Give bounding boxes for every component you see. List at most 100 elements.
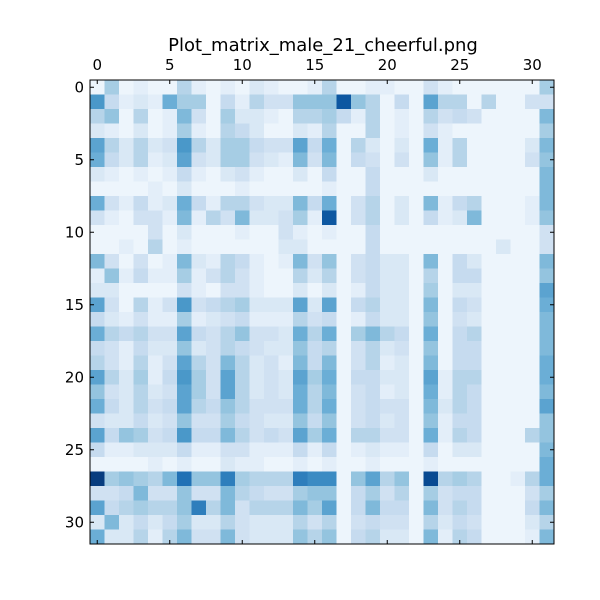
heatmap-cell — [264, 94, 279, 110]
heatmap-cell — [278, 283, 294, 298]
heatmap-cell — [365, 254, 381, 269]
heatmap-cell — [278, 181, 294, 197]
heatmap-cell — [452, 80, 468, 95]
heatmap-cell — [322, 471, 337, 487]
heatmap-cell — [220, 312, 236, 327]
heatmap-cell — [539, 181, 555, 197]
heatmap-cell — [525, 80, 540, 95]
heatmap-cell — [206, 442, 221, 458]
heatmap-cell — [481, 326, 497, 342]
heatmap-cell — [351, 428, 366, 443]
heatmap-cell — [119, 94, 134, 110]
y-tick-label: 5 — [74, 151, 84, 169]
heatmap-cell — [278, 312, 294, 327]
heatmap-cell — [481, 268, 497, 284]
heatmap-cell — [365, 529, 381, 545]
heatmap-cell — [220, 181, 236, 197]
heatmap-cell — [119, 123, 134, 139]
heatmap-cell — [438, 486, 453, 501]
heatmap-cell — [510, 283, 526, 298]
heatmap-cell — [365, 210, 381, 226]
heatmap-cell — [438, 196, 453, 211]
heatmap-cell — [235, 94, 250, 110]
heatmap-cell — [409, 123, 424, 139]
heatmap-cell — [481, 529, 497, 545]
heatmap-cell — [351, 254, 366, 269]
heatmap-cell — [452, 94, 468, 110]
heatmap-cell — [481, 370, 497, 385]
heatmap-cell — [452, 515, 468, 530]
heatmap-cell — [119, 239, 134, 255]
heatmap-cell — [452, 123, 468, 139]
heatmap-cell — [525, 254, 540, 269]
heatmap-cell — [293, 239, 308, 255]
heatmap-cell — [249, 123, 265, 139]
heatmap-cell — [481, 94, 497, 110]
y-tick-label: 0 — [74, 78, 84, 96]
heatmap-cell — [525, 370, 540, 385]
heatmap-cell — [278, 239, 294, 255]
y-tick-label: 20 — [65, 368, 84, 386]
heatmap-cell — [104, 210, 120, 226]
heatmap-cell — [119, 486, 134, 501]
heatmap-cell — [322, 384, 337, 400]
heatmap-cell — [206, 225, 221, 240]
heatmap-cell — [162, 384, 178, 400]
heatmap-cell — [148, 428, 163, 443]
heatmap-cell — [162, 355, 178, 371]
heatmap-cell — [177, 181, 192, 197]
heatmap-cell — [293, 355, 308, 371]
heatmap-cell — [119, 225, 134, 240]
heatmap-cell — [525, 283, 540, 298]
heatmap-cell — [148, 254, 163, 269]
heatmap-cell — [191, 225, 207, 240]
heatmap-cell — [220, 428, 236, 443]
heatmap-cell — [206, 370, 221, 385]
heatmap-cell — [220, 138, 236, 153]
heatmap-cell — [162, 413, 178, 429]
heatmap-cell — [133, 500, 149, 516]
heatmap-cell — [133, 355, 149, 371]
heatmap-cell — [278, 355, 294, 371]
heatmap-cell — [510, 167, 526, 182]
heatmap-cell — [162, 442, 178, 458]
heatmap-cell — [278, 326, 294, 342]
heatmap-cell — [119, 370, 134, 385]
heatmap-cell — [249, 268, 265, 284]
heatmap-cell — [336, 167, 352, 182]
heatmap-cell — [467, 181, 482, 197]
heatmap-cell — [220, 196, 236, 211]
heatmap-cell — [351, 109, 366, 124]
heatmap-cell — [539, 152, 555, 168]
heatmap-cell — [336, 413, 352, 429]
heatmap-cell — [525, 326, 540, 342]
heatmap-cell — [365, 384, 381, 400]
heatmap-cell — [235, 196, 250, 211]
heatmap-cell — [90, 225, 105, 240]
heatmap-cell — [307, 94, 323, 110]
heatmap-cell — [409, 210, 424, 226]
heatmap-cell — [467, 486, 482, 501]
heatmap-cell — [496, 413, 511, 429]
heatmap-cell — [322, 225, 337, 240]
heatmap-cell — [177, 312, 192, 327]
heatmap-cell — [162, 80, 178, 95]
heatmap-cell — [452, 268, 468, 284]
heatmap-cell — [409, 152, 424, 168]
heatmap-cell — [177, 428, 192, 443]
heatmap-cell — [235, 152, 250, 168]
heatmap-cell — [249, 326, 265, 342]
heatmap-cell — [133, 239, 149, 255]
heatmap-cell — [438, 428, 453, 443]
heatmap-cell — [496, 355, 511, 371]
heatmap-cell — [351, 196, 366, 211]
heatmap-cell — [525, 312, 540, 327]
heatmap-cell — [539, 442, 555, 458]
heatmap-cell — [264, 413, 279, 429]
heatmap-cell — [235, 123, 250, 139]
heatmap-cell — [496, 442, 511, 458]
heatmap-cell — [510, 80, 526, 95]
heatmap-cell — [278, 428, 294, 443]
heatmap-cell — [220, 94, 236, 110]
axis-ticks: 0 5 10 15 20 25 30 0 5 10 15 20 25 30 — [65, 56, 554, 544]
